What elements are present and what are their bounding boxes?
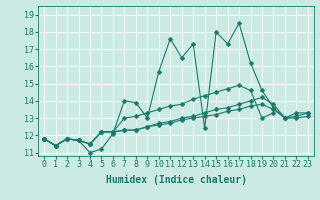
X-axis label: Humidex (Indice chaleur): Humidex (Indice chaleur) (106, 175, 246, 185)
